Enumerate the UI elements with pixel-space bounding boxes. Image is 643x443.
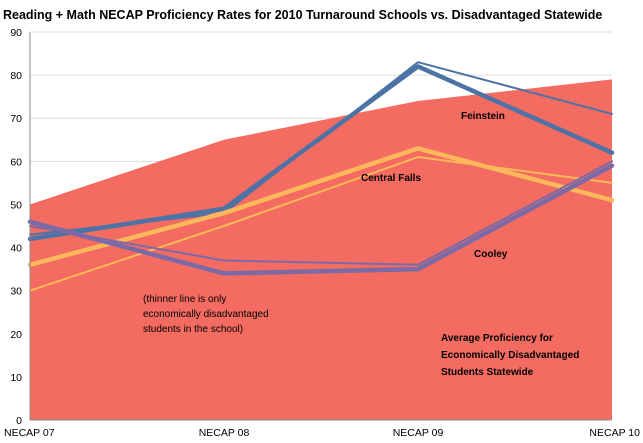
label-statewide: Average Proficiency for Economically Dis… — [441, 333, 582, 378]
series-line-cooley-thin — [29, 160, 613, 266]
axes — [29, 32, 612, 421]
y-tick-40: 40 — [10, 243, 22, 255]
y-tick-labels: 0 10 20 30 40 50 60 70 80 90 — [10, 27, 22, 427]
series-line-cooley-thick — [27, 163, 615, 276]
note-line-2: economically disadvantaged — [143, 309, 269, 320]
note-line-3: students in the school) — [143, 324, 243, 335]
statewide-line-1: Average Proficiency for — [441, 333, 553, 344]
label-feinstein: Feinstein — [461, 111, 505, 122]
note-thinner-line: (thinner line is only economically disad… — [143, 294, 271, 335]
statewide-area — [30, 79, 612, 420]
y-tick-50: 50 — [10, 199, 22, 211]
series-lines — [27, 61, 615, 292]
label-central-falls: Central Falls — [361, 173, 421, 184]
statewide-line-2: Economically Disadvantaged — [441, 350, 579, 361]
label-cooley: Cooley — [474, 249, 508, 260]
note-line-1: (thinner line is only — [143, 294, 226, 305]
x-tick-labels: NECAP 07 NECAP 08 NECAP 09 NECAP 10 — [4, 427, 640, 439]
y-tick-80: 80 — [10, 70, 22, 82]
series-line-feinstein-thin — [29, 61, 613, 236]
y-tick-0: 0 — [16, 415, 22, 427]
series-line-central-falls-thin — [29, 156, 613, 292]
x-tick-necap-08: NECAP 08 — [199, 427, 250, 439]
statewide-line-3: Students Statewide — [441, 367, 534, 378]
y-tick-10: 10 — [10, 372, 22, 384]
series-line-central-falls-thick — [27, 146, 615, 268]
x-tick-necap-10: NECAP 10 — [589, 427, 640, 439]
x-tick-necap-07: NECAP 07 — [4, 427, 55, 439]
chart-title: Reading + Math NECAP Proficiency Rates f… — [3, 8, 602, 22]
x-tick-necap-09: NECAP 09 — [393, 427, 444, 439]
y-tick-20: 20 — [10, 329, 22, 341]
y-tick-60: 60 — [10, 156, 22, 168]
area-statewide — [30, 79, 612, 420]
y-tick-70: 70 — [10, 113, 22, 125]
y-tick-90: 90 — [10, 27, 22, 39]
y-tick-30: 30 — [10, 286, 22, 298]
